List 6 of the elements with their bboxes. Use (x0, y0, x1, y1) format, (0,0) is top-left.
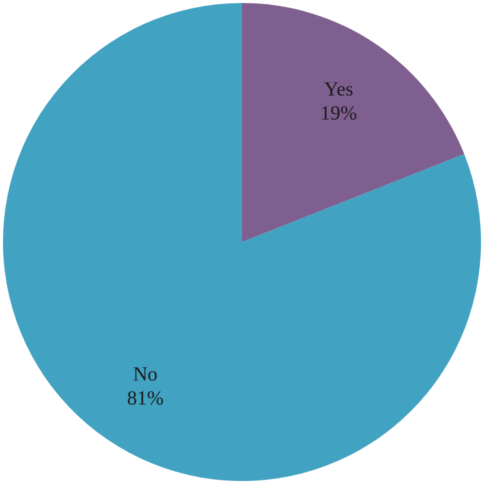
pie-slice (3, 3, 481, 481)
data-label: 81% (126, 387, 164, 410)
pie-slice (242, 3, 464, 242)
slice-label: Yes (324, 78, 354, 101)
data-label: 19% (320, 102, 358, 125)
slice-label: No (133, 363, 158, 386)
